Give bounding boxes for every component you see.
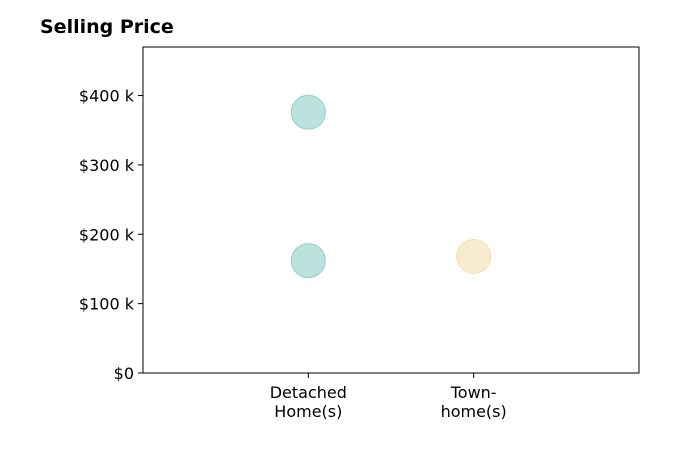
x-axis: Detached Home(s) Town-home(s) (270, 373, 507, 421)
x-tick-label: Town-home(s) (441, 383, 507, 421)
y-tick-label: $300 k (79, 156, 135, 175)
chart-title: Selling Price (40, 16, 174, 38)
plot-frame (142, 46, 640, 374)
data-point (290, 94, 326, 130)
data-points (290, 94, 492, 279)
y-tick-label: $200 k (79, 225, 135, 244)
x-tick-label: Detached Home(s) (270, 383, 347, 421)
data-point (456, 238, 492, 274)
y-tick-label: $100 k (79, 295, 135, 314)
y-axis: $0 $100 k $200 k $300 k $400 k (79, 87, 143, 383)
data-point (290, 243, 326, 279)
y-tick-label: $400 k (79, 87, 135, 106)
y-tick-label: $0 (114, 364, 134, 383)
